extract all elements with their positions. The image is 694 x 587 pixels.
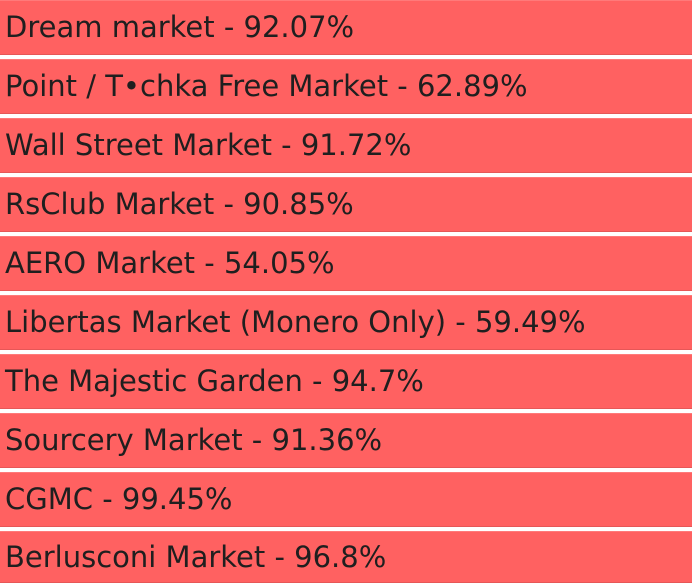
market-row-berlusconi-market[interactable]: Berlusconi Market - 96.8% bbox=[0, 531, 692, 583]
market-row-sourcery-market[interactable]: Sourcery Market - 91.36% bbox=[0, 413, 692, 468]
market-row-cgmc[interactable]: CGMC - 99.45% bbox=[0, 472, 692, 527]
market-row-point-tochka-free-market[interactable]: Point / T•chka Free Market - 62.89% bbox=[0, 59, 692, 114]
market-row-the-majestic-garden[interactable]: The Majestic Garden - 94.7% bbox=[0, 354, 692, 409]
market-row-libertas-market[interactable]: Libertas Market (Monero Only) - 59.49% bbox=[0, 295, 692, 350]
market-row-wall-street-market[interactable]: Wall Street Market - 91.72% bbox=[0, 118, 692, 173]
market-row-rsclub-market[interactable]: RsClub Market - 90.85% bbox=[0, 177, 692, 232]
market-row-dream-market[interactable]: Dream market - 92.07% bbox=[0, 0, 692, 55]
market-row-aero-market[interactable]: AERO Market - 54.05% bbox=[0, 236, 692, 291]
